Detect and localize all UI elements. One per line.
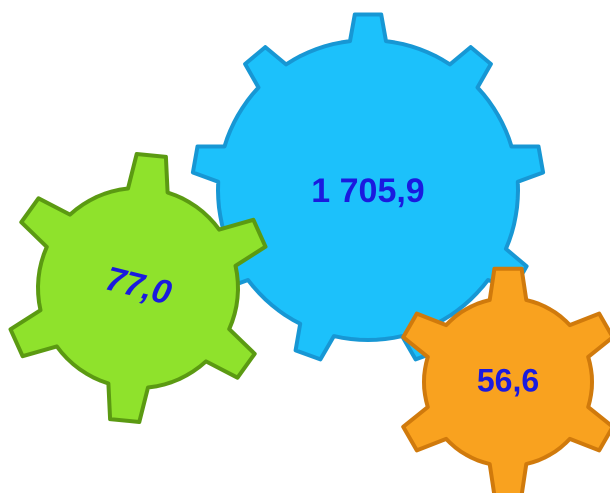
gear-label: 56,6: [477, 362, 539, 398]
gear-orange: [401, 266, 610, 493]
gear-green: [8, 152, 268, 424]
gear-label: 1 705,9: [311, 172, 424, 210]
gear-blue: [190, 12, 546, 362]
